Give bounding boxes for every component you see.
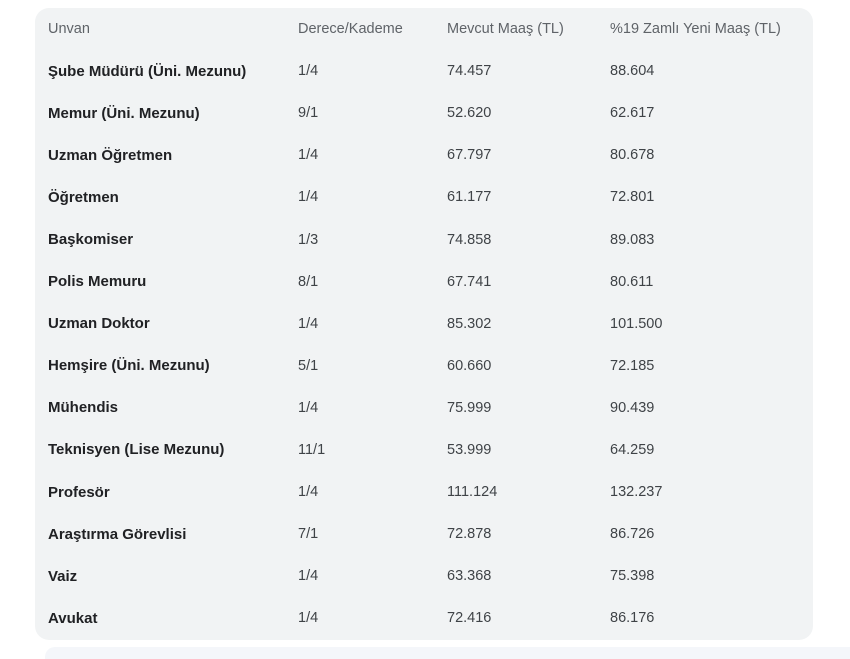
cell-value: 67.741: [447, 273, 492, 290]
cell-value: 1/4: [298, 147, 319, 164]
cell-value: 72.185: [610, 357, 655, 374]
cell-value: 72.801: [610, 189, 655, 206]
cell-value: 1/4: [298, 189, 319, 206]
cell-value: 63.368: [447, 568, 492, 585]
cell-value: 72.878: [447, 526, 492, 543]
cell-value: 86.726: [610, 526, 655, 543]
cell-value: 67.797: [447, 147, 492, 164]
cell-unvan: Hemşire (Üni. Mezunu): [48, 357, 210, 375]
table-row: Şube Müdürü (Üni. Mezunu) 1/4 74.457 88.604: [35, 50, 813, 92]
table-row: Mühendis 1/4 75.999 90.439: [35, 387, 813, 429]
column-header-zamli-yeni-maas: %19 Zamlı Yeni Maaş (TL): [610, 21, 781, 38]
cell-value: 80.611: [610, 273, 654, 290]
cell-value: 75.398: [610, 568, 655, 585]
cell-value: 101.500: [610, 315, 663, 332]
table-header-row: Unvan Derece/Kademe Mevcut Maaş (TL) %19…: [35, 8, 813, 50]
table-row: Profesör 1/4 111.124 132.237: [35, 471, 813, 513]
cell-value: 11/1: [298, 441, 326, 458]
table-row: Hemşire (Üni. Mezunu) 5/1 60.660 72.185: [35, 345, 813, 387]
cell-unvan: Profesör: [48, 483, 110, 501]
table-row: Polis Memuru 8/1 67.741 80.611: [35, 261, 813, 303]
cell-value: 85.302: [447, 315, 492, 332]
cell-value: 9/1: [298, 105, 319, 122]
cell-value: 1/4: [298, 315, 319, 332]
cell-value: 88.604: [610, 63, 655, 80]
salary-table-card: Unvan Derece/Kademe Mevcut Maaş (TL) %19…: [35, 8, 813, 640]
cell-unvan: Avukat: [48, 609, 98, 627]
cell-value: 1/3: [298, 231, 319, 248]
cell-value: 86.176: [610, 610, 655, 627]
table-row: Vaiz 1/4 63.368 75.398: [35, 555, 813, 597]
table-row: Avukat 1/4 72.416 86.176: [35, 597, 813, 639]
cell-value: 7/1: [298, 526, 319, 543]
cell-value: 1/4: [298, 610, 319, 627]
next-card-top-edge: [45, 647, 850, 659]
cell-unvan: Şube Müdürü (Üni. Mezunu): [48, 62, 247, 80]
cell-value: 64.259: [610, 441, 655, 458]
cell-unvan: Başkomiser: [48, 231, 134, 249]
cell-value: 74.457: [447, 63, 492, 80]
cell-unvan: Araştırma Görevlisi: [48, 525, 187, 543]
cell-value: 62.617: [610, 105, 655, 122]
cell-value: 60.660: [447, 357, 492, 374]
cell-value: 1/4: [298, 399, 319, 416]
cell-value: 72.416: [447, 610, 492, 627]
cell-value: 61.177: [447, 189, 492, 206]
table-body: Şube Müdürü (Üni. Mezunu) 1/4 74.457 88.604…: [35, 50, 813, 639]
cell-value: 111.124: [447, 484, 498, 501]
cell-value: 74.858: [447, 231, 492, 248]
table-row: Uzman Öğretmen 1/4 67.797 80.678: [35, 134, 813, 176]
cell-unvan: Mühendis: [48, 399, 118, 417]
table-row: Uzman Doktor 1/4 85.302 101.500: [35, 303, 813, 345]
cell-value: 80.678: [610, 147, 655, 164]
cell-value: 75.999: [447, 399, 492, 416]
cell-unvan: Polis Memuru: [48, 273, 147, 291]
cell-value: 8/1: [298, 273, 319, 290]
column-header-mevcut-maas: Mevcut Maaş (TL): [447, 21, 564, 38]
cell-unvan: Memur (Üni. Mezunu): [48, 104, 200, 122]
cell-value: 1/4: [298, 63, 319, 80]
cell-value: 89.083: [610, 231, 655, 248]
salary-table: Unvan Derece/Kademe Mevcut Maaş (TL) %19…: [35, 8, 813, 639]
cell-value: 52.620: [447, 105, 492, 122]
cell-value: 5/1: [298, 357, 319, 374]
cell-unvan: Uzman Öğretmen: [48, 146, 173, 164]
cell-value: 53.999: [447, 441, 492, 458]
table-row: Araştırma Görevlisi 7/1 72.878 86.726: [35, 513, 813, 555]
cell-value: 1/4: [298, 568, 319, 585]
cell-unvan: Uzman Doktor: [48, 315, 150, 333]
cell-unvan: Vaiz: [48, 567, 78, 585]
column-header-unvan: Unvan: [48, 21, 90, 38]
table-row: Öğretmen 1/4 61.177 72.801: [35, 176, 813, 218]
table-row: Teknisyen (Lise Mezunu) 11/1 53.999 64.259: [35, 429, 813, 471]
cell-value: 132.237: [610, 484, 663, 501]
table-row: Memur (Üni. Mezunu) 9/1 52.620 62.617: [35, 92, 813, 134]
cell-value: 90.439: [610, 399, 655, 416]
cell-unvan: Öğretmen: [48, 188, 119, 206]
table-row: Başkomiser 1/3 74.858 89.083: [35, 218, 813, 260]
cell-unvan: Teknisyen (Lise Mezunu): [48, 441, 225, 459]
column-header-derece-kademe: Derece/Kademe: [298, 21, 403, 38]
cell-value: 1/4: [298, 484, 319, 501]
